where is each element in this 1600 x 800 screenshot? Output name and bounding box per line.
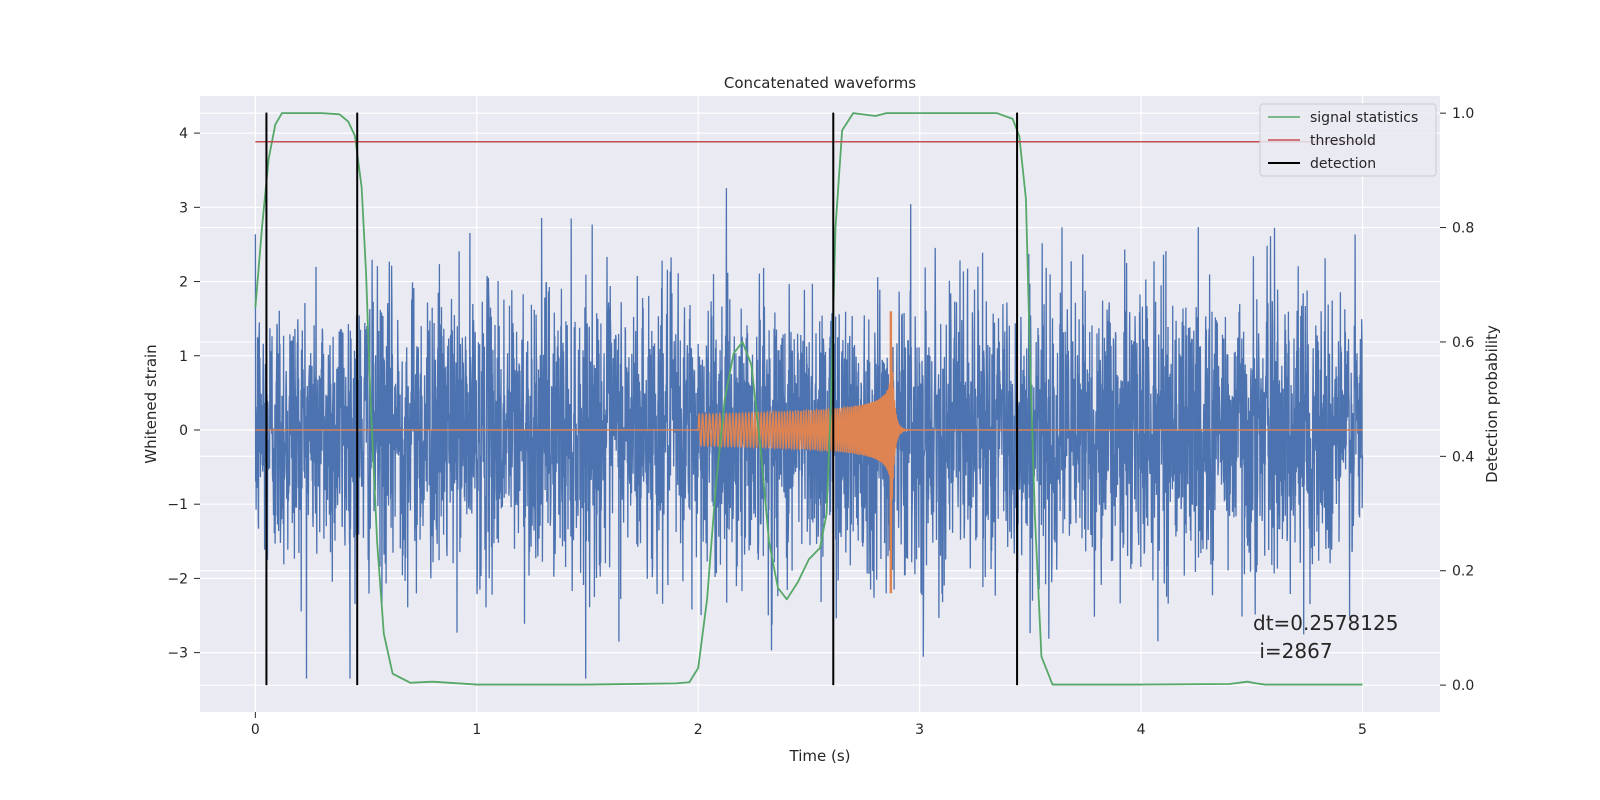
x-tick-label: 3 (915, 722, 924, 738)
y-tick-label: 4 (179, 126, 188, 142)
y2-tick-label: 0.2 (1452, 564, 1474, 580)
legend: signal statistics threshold detection (1259, 103, 1437, 177)
y2-tick-label: 0.8 (1452, 221, 1474, 237)
x-tick-label: 5 (1358, 722, 1367, 738)
y-tick-label: −2 (167, 571, 188, 587)
x-tick-label: 2 (694, 722, 703, 738)
signal-statistics-line (254, 112, 1363, 686)
legend-box (1259, 103, 1437, 177)
series-layer (254, 112, 1374, 686)
y2-tick-label: 0.0 (1452, 678, 1474, 694)
y2-tick-label: 0.4 (1452, 449, 1474, 465)
x-axis-title: Time (s) (789, 747, 851, 765)
y2-axis-title: Detection probability (1483, 325, 1501, 483)
legend-label-detection: detection (1310, 156, 1376, 172)
y-tick-label: 1 (179, 349, 188, 365)
x-tick-label: 4 (1137, 722, 1146, 738)
y-tick-label: −1 (167, 497, 188, 513)
x-tick-label: 0 (251, 722, 260, 738)
legend-label-threshold: threshold (1310, 133, 1376, 149)
y-tick-label: 2 (179, 275, 188, 291)
y-axis-title: Whitened strain (142, 344, 160, 463)
series-chirp (255, 311, 1363, 594)
y-tick-label: 0 (179, 423, 188, 439)
legend-label-signal-statistics: signal statistics (1310, 110, 1418, 126)
tick-labels: 0 1 2 3 4 5 −3 −2 −1 0 1 2 3 4 0.0 0.2 0.4 0.6 0.8 1.0 (167, 106, 1474, 738)
y-tick-label: 3 (179, 200, 188, 216)
y2-tick-label: 0.6 (1452, 335, 1474, 351)
annotation-index: i=2867 (1253, 639, 1333, 663)
y2-tick-label: 1.0 (1452, 106, 1474, 122)
chart-title: Concatenated waveforms (724, 74, 916, 92)
annotation-dt: dt=0.2578125 (1253, 611, 1398, 635)
x-tick-label: 1 (472, 722, 481, 738)
y-tick-label: −3 (167, 646, 188, 662)
